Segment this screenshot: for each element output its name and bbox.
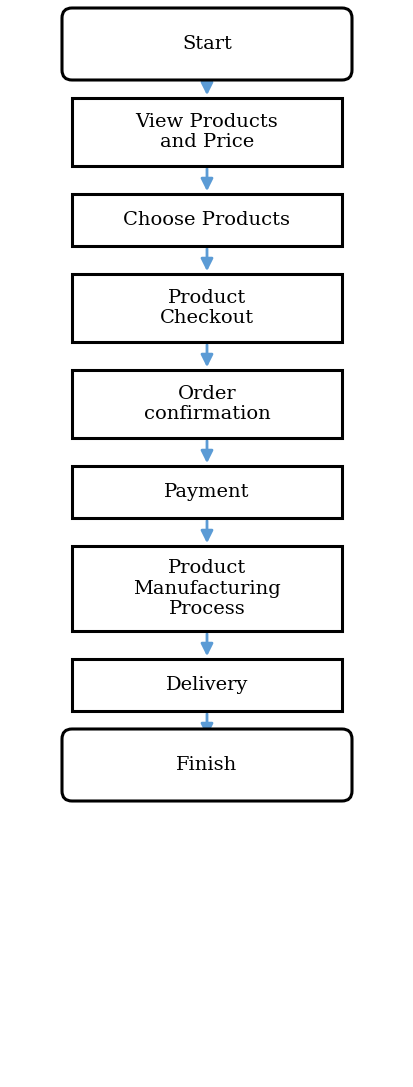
- Text: View Products
and Price: View Products and Price: [135, 113, 278, 151]
- Text: Order
confirmation: Order confirmation: [143, 385, 270, 424]
- FancyBboxPatch shape: [72, 274, 341, 342]
- Text: Start: Start: [182, 35, 231, 53]
- Text: Choose Products: Choose Products: [123, 211, 290, 229]
- Text: Finish: Finish: [176, 755, 237, 774]
- Text: Payment: Payment: [164, 483, 249, 501]
- FancyBboxPatch shape: [72, 659, 341, 711]
- FancyBboxPatch shape: [62, 8, 351, 80]
- FancyBboxPatch shape: [72, 370, 341, 438]
- Text: Product
Checkout: Product Checkout: [159, 289, 254, 327]
- Text: Delivery: Delivery: [166, 676, 247, 694]
- Text: Product
Manufacturing
Process: Product Manufacturing Process: [133, 559, 280, 619]
- FancyBboxPatch shape: [72, 98, 341, 166]
- FancyBboxPatch shape: [72, 546, 341, 630]
- FancyBboxPatch shape: [62, 729, 351, 801]
- FancyBboxPatch shape: [72, 193, 341, 246]
- FancyBboxPatch shape: [72, 466, 341, 518]
